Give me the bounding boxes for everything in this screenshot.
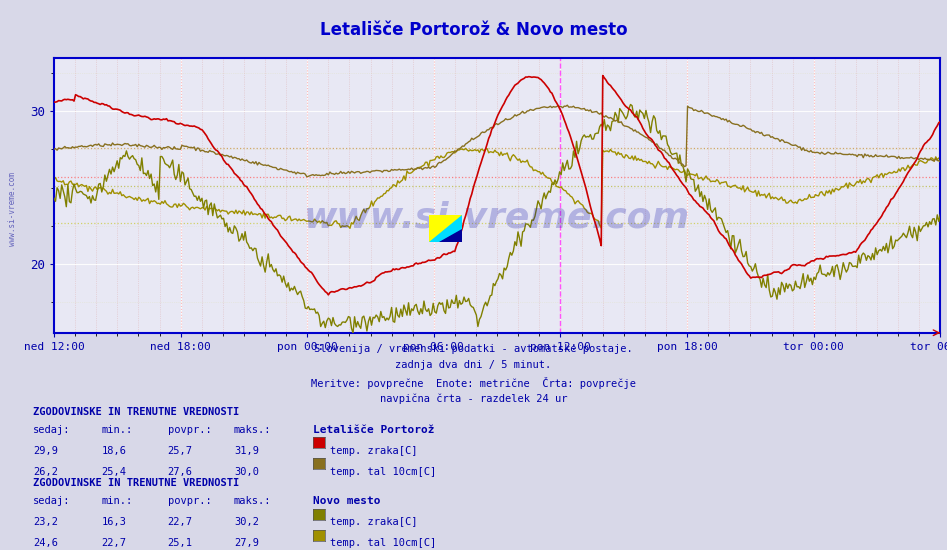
Polygon shape xyxy=(429,215,462,243)
Text: 27,6: 27,6 xyxy=(168,466,192,476)
Text: maks.:: maks.: xyxy=(234,425,272,435)
Polygon shape xyxy=(429,215,462,243)
Text: sedaj:: sedaj: xyxy=(33,496,71,506)
Text: temp. tal 10cm[C]: temp. tal 10cm[C] xyxy=(330,466,436,476)
Text: povpr.:: povpr.: xyxy=(168,496,211,506)
Text: Letališče Portorož: Letališče Portorož xyxy=(313,425,434,435)
Text: 25,1: 25,1 xyxy=(168,538,192,548)
Text: 30,2: 30,2 xyxy=(234,517,259,527)
Text: povpr.:: povpr.: xyxy=(168,425,211,435)
Text: min.:: min.: xyxy=(101,496,133,506)
Text: www.si-vreme.com: www.si-vreme.com xyxy=(8,172,17,246)
Text: 27,9: 27,9 xyxy=(234,538,259,548)
Text: ZGODOVINSKE IN TRENUTNE VREDNOSTI: ZGODOVINSKE IN TRENUTNE VREDNOSTI xyxy=(33,407,240,417)
Text: 16,3: 16,3 xyxy=(101,517,126,527)
Text: sedaj:: sedaj: xyxy=(33,425,71,435)
Text: min.:: min.: xyxy=(101,425,133,435)
Text: 30,0: 30,0 xyxy=(234,466,259,476)
Text: Novo mesto: Novo mesto xyxy=(313,496,380,506)
Text: zadnja dva dni / 5 minut.: zadnja dva dni / 5 minut. xyxy=(396,360,551,370)
Text: Meritve: povprečne  Enote: metrične  Črta: povprečje: Meritve: povprečne Enote: metrične Črta:… xyxy=(311,377,636,389)
Text: 23,2: 23,2 xyxy=(33,517,58,527)
Text: 18,6: 18,6 xyxy=(101,446,126,455)
Polygon shape xyxy=(439,229,462,243)
Text: temp. zraka[C]: temp. zraka[C] xyxy=(330,517,417,527)
Text: 22,7: 22,7 xyxy=(101,538,126,548)
Text: 25,4: 25,4 xyxy=(101,466,126,476)
Text: 24,6: 24,6 xyxy=(33,538,58,548)
Text: www.si-vreme.com: www.si-vreme.com xyxy=(304,200,690,234)
Text: 25,7: 25,7 xyxy=(168,446,192,455)
Text: maks.:: maks.: xyxy=(234,496,272,506)
Text: navpična črta - razdelek 24 ur: navpična črta - razdelek 24 ur xyxy=(380,393,567,404)
Text: 22,7: 22,7 xyxy=(168,517,192,527)
Text: Letališče Portorož & Novo mesto: Letališče Portorož & Novo mesto xyxy=(320,21,627,39)
Text: temp. zraka[C]: temp. zraka[C] xyxy=(330,446,417,455)
Text: ZGODOVINSKE IN TRENUTNE VREDNOSTI: ZGODOVINSKE IN TRENUTNE VREDNOSTI xyxy=(33,478,240,488)
Text: Slovenija / vremenski podatki - avtomatske postaje.: Slovenija / vremenski podatki - avtomats… xyxy=(314,344,633,354)
Text: temp. tal 10cm[C]: temp. tal 10cm[C] xyxy=(330,538,436,548)
Text: 31,9: 31,9 xyxy=(234,446,259,455)
Text: 26,2: 26,2 xyxy=(33,466,58,476)
Text: 29,9: 29,9 xyxy=(33,446,58,455)
